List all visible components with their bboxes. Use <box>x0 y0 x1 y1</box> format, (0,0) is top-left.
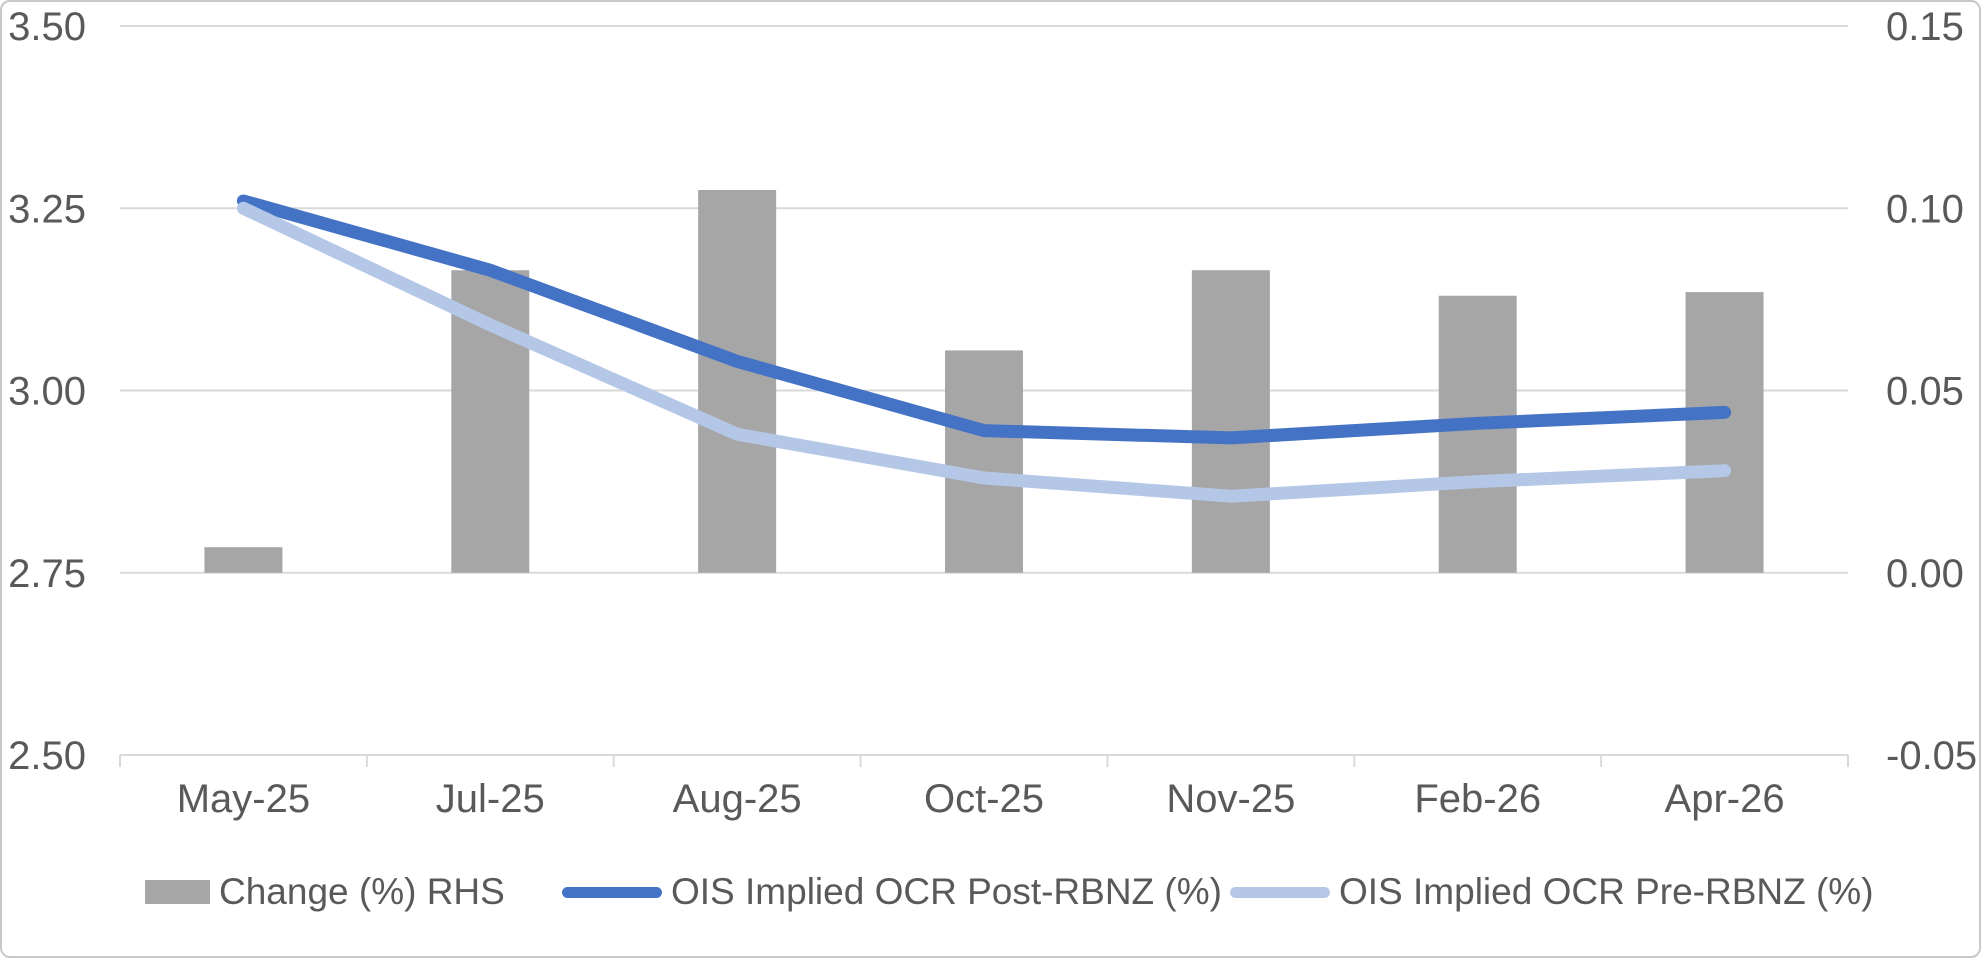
left-axis-tick-label: 3.50 <box>8 5 86 49</box>
legend-item-change-rhs: Change (%) RHS <box>145 870 505 914</box>
legend-item-ocr-pre-rbnz: OIS Implied OCR Pre-RBNZ (%) <box>1230 870 1874 914</box>
right-axis-tick-label: -0.05 <box>1886 734 1977 778</box>
right-axis-tick-label: 0.15 <box>1886 5 1964 49</box>
bar-Nov-25 <box>1191 270 1270 573</box>
legend-label-ocr-post-rbnz: OIS Implied OCR Post-RBNZ (%) <box>671 871 1222 912</box>
legend-bar-swatch <box>145 880 210 904</box>
right-axis-tick-label: 0.10 <box>1886 187 1964 231</box>
x-axis-label-Nov-25: Nov-25 <box>1166 777 1295 821</box>
x-axis-label-Jul-25: Jul-25 <box>436 777 545 821</box>
bar-Aug-25 <box>698 190 777 573</box>
right-axis-tick-label: 0.00 <box>1886 552 1964 596</box>
chart-legend: Change (%) RHS OIS Implied OCR Post-RBNZ… <box>2 870 1979 914</box>
legend-label-ocr-pre-rbnz: OIS Implied OCR Pre-RBNZ (%) <box>1339 871 1874 912</box>
x-axis-label-Feb-26: Feb-26 <box>1414 777 1541 821</box>
x-axis-label-Apr-26: Apr-26 <box>1665 777 1785 821</box>
bar-May-25 <box>204 547 283 573</box>
left-axis-tick-label: 3.00 <box>8 370 86 414</box>
left-axis-tick-label: 3.25 <box>8 187 86 231</box>
bar-Feb-26 <box>1438 295 1517 573</box>
left-axis-tick-label: 2.50 <box>8 734 86 778</box>
legend-item-ocr-post-rbnz: OIS Implied OCR Post-RBNZ (%) <box>562 870 1222 914</box>
legend-line-swatch-post <box>562 886 662 898</box>
left-axis-tick-label: 2.75 <box>8 552 86 596</box>
line-series <box>236 201 1732 503</box>
bar-Apr-26 <box>1685 292 1764 573</box>
bar-Oct-25 <box>945 350 1023 573</box>
x-axis-label-Aug-25: Aug-25 <box>673 777 802 821</box>
line-series <box>236 194 1732 445</box>
right-axis-tick-label: 0.05 <box>1886 370 1964 414</box>
x-axis-label-May-25: May-25 <box>177 777 310 821</box>
legend-line-swatch-pre <box>1230 886 1330 898</box>
x-axis-label-Oct-25: Oct-25 <box>924 777 1044 821</box>
legend-label-change-rhs: Change (%) RHS <box>219 871 505 912</box>
